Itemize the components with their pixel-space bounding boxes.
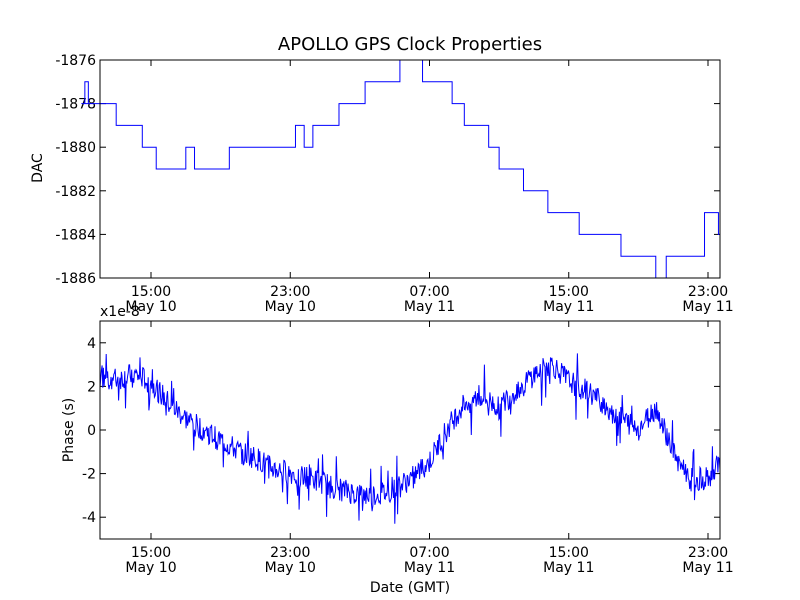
x-tick-time-label: 15:00 <box>131 545 171 561</box>
x-tick-date-label: May 11 <box>543 299 594 315</box>
x-axis-label: Date (GMT) <box>370 580 450 596</box>
x-tick-time-label: 23:00 <box>688 545 728 561</box>
x-tick-time-label: 15:00 <box>549 284 589 300</box>
y-tick-label: -1884 <box>55 227 96 243</box>
x-tick-time-label: 23:00 <box>270 545 310 561</box>
phase-chart: x1e-8 Phase (s) Date (GMT) 420-2-415:00M… <box>61 304 734 596</box>
phase-plot-frame <box>99 320 721 540</box>
x-tick-date-label: May 10 <box>125 560 176 576</box>
x-tick-time-label: 15:00 <box>549 545 589 561</box>
x-tick-date-label: May 10 <box>125 299 176 315</box>
x-tick-date-label: May 10 <box>265 299 316 315</box>
x-tick-date-label: May 11 <box>404 560 455 576</box>
dac-plot-frame <box>99 59 721 279</box>
y-tick-label: 4 <box>87 336 96 352</box>
dac-series-line <box>81 59 720 279</box>
y-tick-label: -1878 <box>55 97 96 113</box>
x-tick-date-label: May 11 <box>682 560 733 576</box>
y-tick-label: -2 <box>82 467 96 483</box>
x-tick-time-label: 07:00 <box>409 284 449 300</box>
x-tick-date-label: May 11 <box>543 560 594 576</box>
x-tick-date-label: May 10 <box>265 560 316 576</box>
y-tick-label: 2 <box>87 379 96 395</box>
x-tick-date-label: May 11 <box>682 299 733 315</box>
y-tick-label: -1882 <box>55 184 96 200</box>
y-axis-label-phase: Phase (s) <box>61 398 77 462</box>
y-offset-label: x1e-8 <box>100 304 140 320</box>
x-tick-time-label: 23:00 <box>688 284 728 300</box>
x-tick-time-label: 07:00 <box>409 545 449 561</box>
x-tick-time-label: 23:00 <box>270 284 310 300</box>
y-tick-label: -1886 <box>55 271 96 287</box>
x-tick-date-label: May 11 <box>404 299 455 315</box>
y-axis-label-dac: DAC <box>30 153 46 183</box>
y-tick-label: -1880 <box>55 140 96 156</box>
dac-chart: APOLLO GPS Clock Properties DAC -1876 -18… <box>30 34 734 315</box>
y-tick-label: -4 <box>82 510 96 526</box>
x-tick-time-label: 15:00 <box>131 284 171 300</box>
y-tick-label: 0 <box>87 423 96 439</box>
phase-series-line <box>99 353 721 524</box>
y-tick-label: -1876 <box>55 53 96 69</box>
chart-title: APOLLO GPS Clock Properties <box>278 34 542 55</box>
